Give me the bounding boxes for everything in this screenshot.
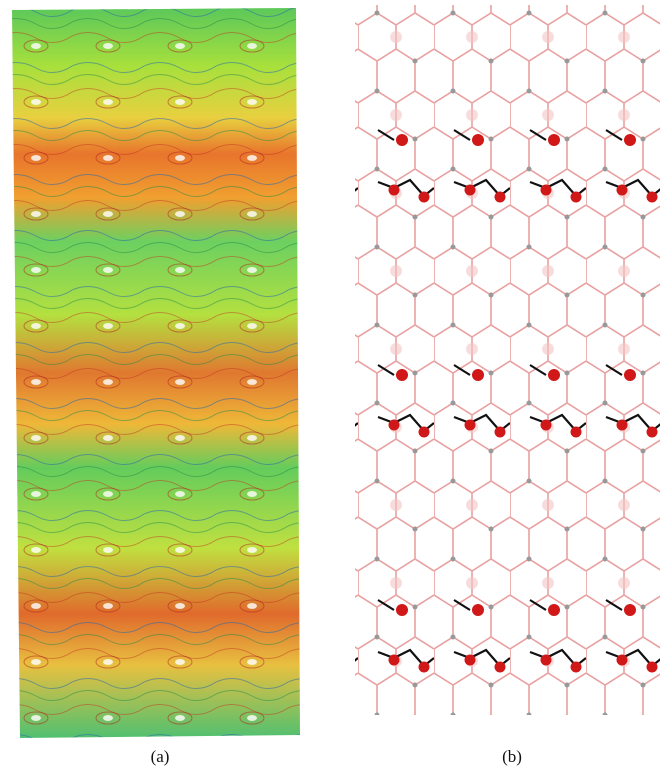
panel-b: [355, 0, 660, 715]
panel-label: (b): [502, 747, 522, 766]
atom-rows: [355, 0, 660, 705]
page: {"panels": [{"label": "(a)"}, {"label": …: [0, 0, 666, 775]
panel-a: [12, 8, 300, 738]
contour-lines: [12, 8, 300, 738]
panel-label: (a): [151, 747, 170, 766]
figure: (a) (b): [0, 0, 666, 775]
